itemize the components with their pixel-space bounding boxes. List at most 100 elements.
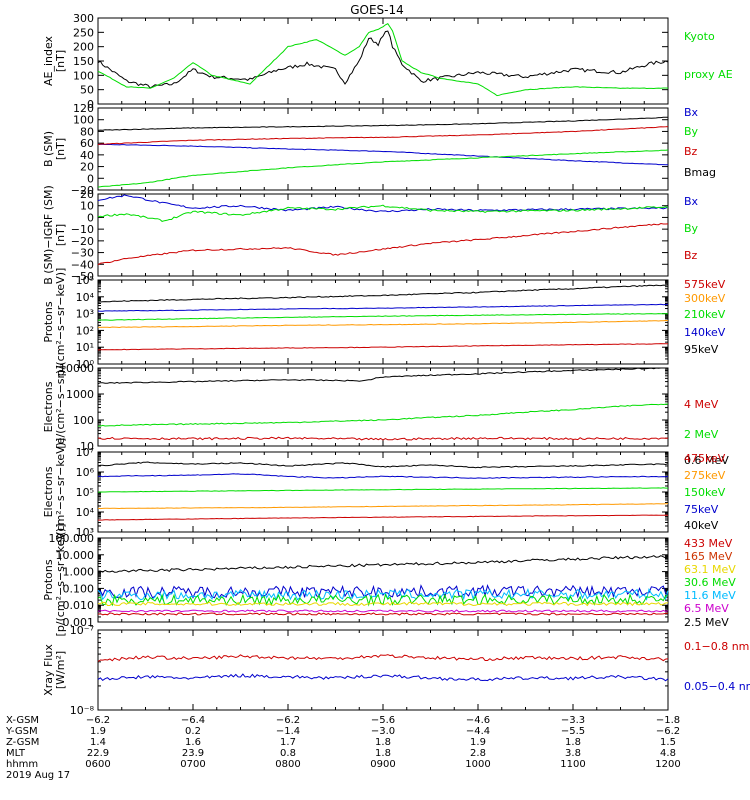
x-tick-label: 2.8 <box>470 748 486 759</box>
y-axis-label: Electronse/(cm²−s−sr−keV)] <box>42 438 67 546</box>
series-line-protons2-4 <box>97 601 669 607</box>
series-label: 150keV <box>684 486 726 499</box>
y-tick-label: 100 <box>73 69 94 82</box>
y-tick-label: 10.000 <box>56 549 95 562</box>
series-label: 11.6 MeV <box>684 589 736 602</box>
x-tick-label: 1.6 <box>185 737 201 748</box>
series-line-protons1-1 <box>97 320 668 329</box>
y-tick-label: 10⁵ <box>76 274 94 287</box>
y-tick-label: 0.001 <box>63 616 95 629</box>
y-axis-label: AE_index[nT] <box>42 35 67 86</box>
y-tick-label: 10⁻⁷ <box>70 624 94 637</box>
series-line-protons2-5 <box>97 609 669 613</box>
y-tick-label: 10³ <box>76 526 94 539</box>
y-tick-label: 80 <box>80 125 94 138</box>
series-label: By <box>684 125 699 138</box>
y-tick-label: 10³ <box>76 308 94 321</box>
y-tick-label: 250 <box>73 26 94 39</box>
series-label: 140keV <box>684 326 726 339</box>
series-line-bsm-0 <box>97 143 668 166</box>
panel-frame <box>97 17 669 105</box>
series-label: 165 MeV <box>684 550 733 563</box>
series-label: 2 MeV <box>684 428 719 441</box>
series-line-protons1-4 <box>97 343 668 351</box>
y-tick-label: 10⁶ <box>76 466 95 479</box>
series-label: 95keV <box>684 343 719 356</box>
x-tick-label: 1.4 <box>90 737 106 748</box>
y-tick-label: 10⁰ <box>76 358 95 371</box>
panel-protons2: 0.001 0.010 0.100 1.000 10.000 100.000Protons… <box>42 524 736 637</box>
series-label: 6.5 MeV <box>684 602 729 615</box>
panel-frame <box>97 537 669 623</box>
x-row-name: MLT <box>6 748 26 759</box>
y-tick-label: 0 <box>87 211 94 224</box>
x-tick-label: 1100 <box>560 759 585 770</box>
x-tick-label: 23.9 <box>182 748 204 759</box>
x-tick-label: 0700 <box>180 759 205 770</box>
x-tick-label: −6.4 <box>181 715 205 726</box>
y-axis-label: Xray Flux[W/m²] <box>42 644 67 696</box>
series-label: Bx <box>684 195 699 208</box>
series-label: 63.1 MeV <box>684 563 736 576</box>
date-label: 2019 Aug 17 <box>6 770 70 781</box>
plot-title: GOES-14 <box>350 3 404 17</box>
x-tick-label: −4.4 <box>466 726 490 737</box>
x-tick-label: 0900 <box>370 759 395 770</box>
x-row-name: X-GSM <box>6 715 39 726</box>
series-line-ae-0 <box>97 30 669 89</box>
x-tick-label: 4.8 <box>660 748 676 759</box>
panel-electrons2: 10³ 10⁴ 10⁵ 10⁶ 10⁷ Electronse/(cm²−s−sr−keV)… <box>42 438 726 546</box>
series-line-protons1-3 <box>97 303 669 312</box>
series-label: Bz <box>684 249 698 262</box>
x-tick-label: −1.4 <box>276 726 300 737</box>
x-tick-label: −6.2 <box>86 715 110 726</box>
y-tick-label: 150 <box>73 55 94 68</box>
series-label: 0.6 MeV <box>684 454 729 467</box>
series-label: Kyoto <box>684 30 715 43</box>
x-tick-label: −1.8 <box>656 715 680 726</box>
x-tick-label: 1200 <box>655 759 680 770</box>
x-tick-label: 0.8 <box>280 748 296 759</box>
y-tick-label: −30 <box>71 247 94 260</box>
x-tick-label: −4.6 <box>466 715 490 726</box>
series-line-protons1-2 <box>97 313 669 321</box>
series-label: 575keV <box>684 278 726 291</box>
y-tick-label: 20 <box>80 161 94 174</box>
series-line-protons1-0 <box>97 284 669 303</box>
y-tick-label: 1.000 <box>63 566 95 579</box>
y-tick-label: 40 <box>80 149 94 162</box>
series-line-electrons1-1 <box>98 403 669 427</box>
y-tick-label: 0 <box>87 98 94 111</box>
series-label: Bmag <box>684 166 716 179</box>
x-tick-label: 1.9 <box>90 726 106 737</box>
y-tick-label: 100.000 <box>49 532 95 545</box>
y-tick-label: 10¹ <box>76 341 94 354</box>
series-label: 0.1−0.8 nm <box>684 640 749 653</box>
series-line-bigrf-2 <box>97 222 669 266</box>
series-label: 300keV <box>684 292 726 305</box>
y-tick-label: 100 <box>73 414 94 427</box>
x-tick-label: 1.9 <box>470 737 486 748</box>
x-tick-label: −3.3 <box>561 715 585 726</box>
series-line-electrons2-1 <box>97 503 669 510</box>
y-tick-label: 0 <box>87 172 94 185</box>
y-tick-label: 60 <box>80 137 94 150</box>
series-line-protons2-2 <box>97 587 669 602</box>
series-line-protons2-1 <box>97 583 669 600</box>
series-label: 0.05−0.4 nm <box>684 680 750 693</box>
y-axis-label: B (SM)[nT] <box>42 131 67 167</box>
x-tick-label: 1.8 <box>375 737 391 748</box>
y-tick-label: −10 <box>71 223 94 236</box>
series-label: 2.5 MeV <box>684 616 729 629</box>
y-tick-label: 10⁴ <box>76 506 95 519</box>
series-line-bigrf-1 <box>97 204 669 222</box>
y-tick-label: 0.010 <box>63 599 95 612</box>
series-line-electrons2-2 <box>98 487 668 493</box>
series-label: Bx <box>684 106 699 119</box>
y-tick-label: −40 <box>71 258 94 271</box>
series-line-electrons2-4 <box>97 461 669 469</box>
series-label: 275keV <box>684 469 726 482</box>
